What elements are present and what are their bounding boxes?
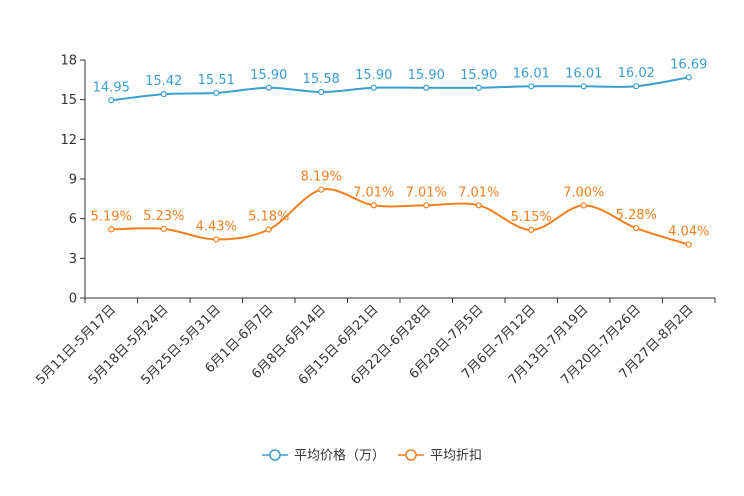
axes: 03691215185月11日-5月17日5月18日-5月24日5月25日-5月… <box>33 54 716 388</box>
data-point[interactable] <box>580 202 587 209</box>
data-label: 14.95 <box>93 80 130 95</box>
data-point[interactable] <box>108 226 115 233</box>
data-label: 4.04% <box>668 225 709 240</box>
data-label: 5.19% <box>91 209 132 224</box>
y-tick-label: 0 <box>69 292 77 307</box>
data-label: 15.90 <box>460 68 497 83</box>
data-point[interactable] <box>685 241 692 248</box>
data-point[interactable] <box>528 83 535 90</box>
data-label: 4.43% <box>196 219 237 234</box>
legend-marker-icon <box>269 449 281 461</box>
legend-item-2[interactable]: 平均折扣 <box>398 449 482 464</box>
series-2: 5.19% 5.23% 4.43% 5.18% 8.19% 7.01% 7.01% 7.01%… <box>91 170 709 248</box>
data-point[interactable] <box>108 97 115 104</box>
data-point[interactable] <box>633 225 640 232</box>
data-label: 15.90 <box>250 68 287 83</box>
data-point[interactable] <box>213 89 220 97</box>
data-point[interactable] <box>580 83 587 90</box>
data-label: 7.00% <box>563 185 604 200</box>
data-label: 15.51 <box>198 73 235 88</box>
data-label: 16.01 <box>513 66 550 81</box>
series-1: 14.95 15.42 15.51 15.90 15.58 15.90 15.90 15.90… <box>93 57 707 104</box>
data-label: 5.23% <box>143 209 184 224</box>
data-point[interactable] <box>160 225 167 232</box>
legend-label: 平均价格（万） <box>294 448 385 464</box>
data-point[interactable] <box>528 226 535 234</box>
data-point[interactable] <box>213 236 220 243</box>
data-label: 15.58 <box>303 72 340 87</box>
data-point[interactable] <box>475 84 482 91</box>
data-point[interactable] <box>265 226 272 233</box>
legend-label: 平均折扣 <box>430 449 482 464</box>
data-label: 15.42 <box>145 74 182 89</box>
data-point[interactable] <box>685 74 692 81</box>
y-tick-label: 6 <box>69 212 77 227</box>
data-point[interactable] <box>160 91 167 98</box>
data-label: 16.02 <box>618 66 655 81</box>
data-label: 8.19% <box>301 170 342 185</box>
series-layer: 14.95 15.42 15.51 15.90 15.58 15.90 15.90 15.90… <box>91 57 709 248</box>
data-point[interactable] <box>475 202 482 209</box>
data-point[interactable] <box>318 186 325 193</box>
data-point[interactable] <box>265 84 272 91</box>
data-label: 5.15% <box>511 210 552 225</box>
legend-marker-icon <box>405 449 417 461</box>
data-label: 15.90 <box>355 68 392 83</box>
data-label: 5.18% <box>248 210 289 225</box>
y-tick-label: 3 <box>69 252 77 267</box>
data-label: 7.01% <box>406 185 447 200</box>
data-label: 5.28% <box>616 208 657 223</box>
data-point[interactable] <box>370 84 377 91</box>
data-point[interactable] <box>423 202 430 209</box>
data-label: 15.90 <box>408 68 445 83</box>
data-point[interactable] <box>370 202 377 209</box>
data-label: 16.69 <box>670 57 707 72</box>
data-label: 7.01% <box>458 185 499 200</box>
legend[interactable]: 平均价格（万） 平均折扣 <box>262 448 482 464</box>
y-tick-label: 12 <box>60 133 77 148</box>
series-line <box>111 76 689 102</box>
data-point[interactable] <box>633 83 640 90</box>
data-label: 7.01% <box>353 185 394 200</box>
y-tick-label: 15 <box>60 93 77 108</box>
legend-item-1[interactable]: 平均价格（万） <box>262 448 385 464</box>
y-tick-label: 9 <box>69 173 77 188</box>
data-label: 16.01 <box>565 66 602 81</box>
y-tick-label: 18 <box>60 54 77 69</box>
data-point[interactable] <box>423 84 430 91</box>
data-point[interactable] <box>318 88 325 96</box>
